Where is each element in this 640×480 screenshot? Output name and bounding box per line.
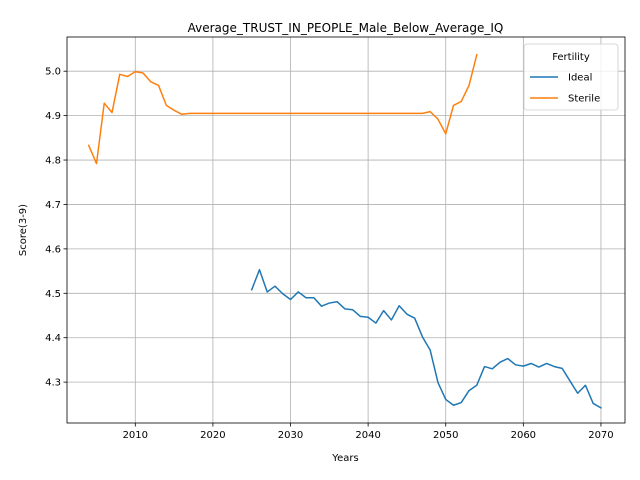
x-tick-label: 2010 (123, 430, 148, 441)
x-tick-label: 2020 (200, 430, 225, 441)
x-tick-label: 2070 (588, 430, 613, 441)
series-line-ideal (250, 269, 602, 409)
legend-box (523, 43, 619, 111)
x-axis-label: Years (331, 453, 358, 464)
y-tick-label: 5.0 (45, 67, 61, 78)
legend: Fertility Ideal Sterile (523, 43, 619, 111)
y-tick-label: 4.4 (45, 333, 61, 344)
y-tick-label: 4.6 (45, 244, 61, 255)
legend-label-sterile: Sterile (568, 94, 600, 105)
x-tick-label: 2030 (278, 430, 303, 441)
legend-label-ideal: Ideal (568, 73, 592, 84)
y-tick-label: 4.3 (45, 378, 61, 389)
plot-frame (66, 36, 626, 424)
gridlines (67, 37, 625, 423)
y-tick-label: 4.7 (45, 200, 61, 211)
series-line-sterile (87, 53, 478, 165)
x-tick-label: 2040 (355, 430, 380, 441)
x-tick-label: 2050 (433, 430, 458, 441)
y-tick-label: 4.8 (45, 156, 61, 167)
x-axis-ticks: 2010 2020 2030 2040 2050 2060 2070 (123, 423, 614, 441)
y-tick-label: 4.9 (45, 111, 61, 122)
y-axis-ticks: 4.3 4.4 4.5 4.6 4.7 4.8 4.9 5.0 (45, 67, 67, 389)
legend-title: Fertility (552, 52, 590, 63)
series-group (87, 53, 602, 409)
x-tick-label: 2060 (511, 430, 536, 441)
chart-title: Average_TRUST_IN_PEOPLE_Male_Below_Avera… (188, 21, 504, 35)
y-tick-label: 4.5 (45, 289, 61, 300)
y-axis-label: Score(3-9) (18, 204, 29, 256)
